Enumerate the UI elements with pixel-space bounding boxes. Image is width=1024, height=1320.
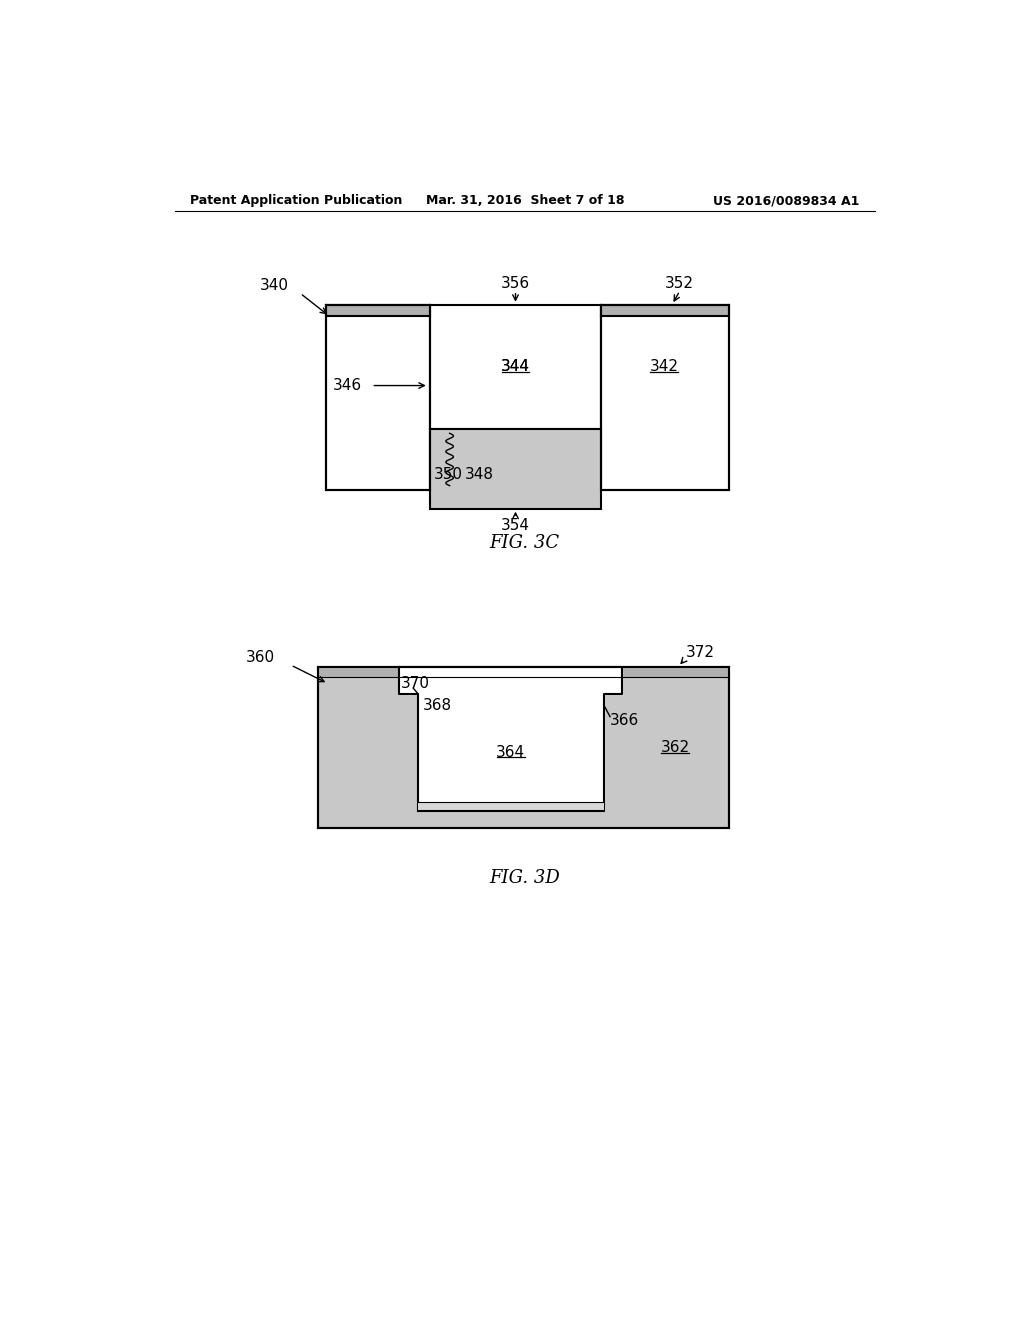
Text: US 2016/0089834 A1: US 2016/0089834 A1 bbox=[714, 194, 859, 207]
Bar bbox=[601, 305, 729, 490]
Text: 340: 340 bbox=[259, 279, 289, 293]
Text: Patent Application Publication: Patent Application Publication bbox=[190, 194, 402, 207]
Text: 362: 362 bbox=[660, 741, 690, 755]
Polygon shape bbox=[399, 667, 623, 812]
Bar bbox=[326, 305, 430, 490]
Bar bbox=[317, 667, 729, 829]
Text: 372: 372 bbox=[686, 645, 715, 660]
Text: 368: 368 bbox=[423, 697, 452, 713]
Bar bbox=[430, 429, 601, 508]
Text: 342: 342 bbox=[650, 359, 679, 374]
Text: 366: 366 bbox=[610, 713, 639, 729]
Text: Mar. 31, 2016  Sheet 7 of 18: Mar. 31, 2016 Sheet 7 of 18 bbox=[426, 194, 624, 207]
Text: 356: 356 bbox=[501, 276, 530, 292]
Text: FIG. 3D: FIG. 3D bbox=[489, 870, 560, 887]
Text: 344: 344 bbox=[501, 359, 530, 374]
Text: 364: 364 bbox=[497, 744, 525, 759]
Bar bbox=[430, 305, 601, 429]
Text: 352: 352 bbox=[666, 276, 694, 292]
Text: 348: 348 bbox=[465, 467, 495, 482]
Bar bbox=[326, 305, 430, 317]
Bar bbox=[317, 667, 729, 677]
Text: 360: 360 bbox=[246, 649, 275, 665]
Text: 346: 346 bbox=[333, 378, 362, 393]
Text: 344: 344 bbox=[501, 359, 530, 374]
Text: 354: 354 bbox=[501, 519, 530, 533]
Bar bbox=[418, 803, 604, 812]
Bar bbox=[601, 305, 729, 317]
Text: 350: 350 bbox=[434, 467, 463, 482]
Text: 370: 370 bbox=[400, 676, 430, 692]
Text: FIG. 3C: FIG. 3C bbox=[489, 535, 560, 552]
